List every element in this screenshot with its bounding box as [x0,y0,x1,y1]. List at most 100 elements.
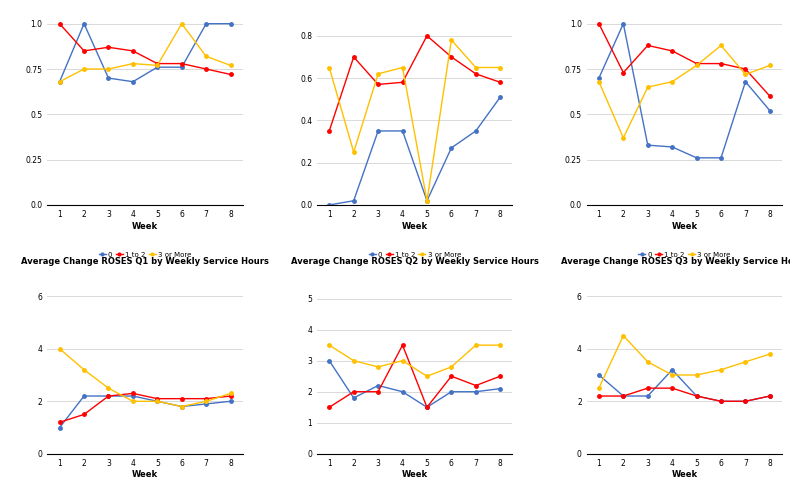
3 or More [446,37,456,43]
3 or More [619,135,628,141]
0 [152,398,162,404]
0 [325,358,334,364]
0 [692,155,702,161]
X-axis label: Week: Week [401,470,428,480]
3 or More [495,342,505,348]
X-axis label: Week: Week [132,222,158,231]
3 or More [374,71,383,77]
3 or More [495,64,505,70]
1 to 2 [594,21,604,27]
1 to 2 [128,48,137,54]
1 to 2 [422,33,431,39]
0 [619,21,628,27]
1 to 2 [55,419,64,425]
1 to 2 [446,373,456,379]
3 or More [177,404,186,409]
0 [446,145,456,151]
Legend: 0, 1 to 2, 3 or More: 0, 1 to 2, 3 or More [96,249,194,261]
0 [325,202,334,208]
0 [226,398,235,404]
0 [177,64,186,70]
3 or More [79,66,88,72]
1 to 2 [643,42,653,48]
3 or More [619,333,628,339]
1 to 2 [717,61,726,66]
3 or More [422,373,431,379]
0 [128,393,137,399]
0 [741,398,750,404]
3 or More [128,398,137,404]
3 or More [692,372,702,378]
1 to 2 [349,389,359,395]
3 or More [349,149,359,155]
3 or More [643,84,653,90]
3 or More [226,62,235,68]
0 [643,142,653,148]
0 [495,94,505,100]
1 to 2 [766,93,775,99]
0 [766,108,775,114]
3 or More [471,64,480,70]
1 to 2 [177,61,186,66]
X-axis label: Week: Week [672,470,698,480]
0 [422,405,431,410]
1 to 2 [643,385,653,391]
3 or More [766,62,775,68]
0 [349,395,359,401]
X-axis label: Week: Week [401,222,428,231]
1 to 2 [201,66,211,72]
Line: 0: 0 [328,95,502,207]
Legend: 0, 1 to 2, 3 or More: 0, 1 to 2, 3 or More [635,249,733,261]
1 to 2 [374,81,383,87]
0 [643,393,653,399]
Line: 1 to 2: 1 to 2 [328,344,502,409]
Title: Average Change ROSES Q3 by Weekly Service Hours: Average Change ROSES Q3 by Weekly Servic… [561,257,790,265]
Line: 0: 0 [58,22,232,83]
0 [201,401,211,407]
1 to 2 [471,383,480,388]
1 to 2 [446,54,456,60]
Title: Average Change ROSES Q2 by Weekly Service Hours: Average Change ROSES Q2 by Weekly Servic… [291,257,539,265]
Line: 3 or More: 3 or More [328,344,502,378]
Line: 3 or More: 3 or More [597,334,772,390]
1 to 2 [619,70,628,76]
0 [668,144,677,150]
0 [692,393,702,399]
1 to 2 [692,393,702,399]
Line: 0: 0 [328,359,502,409]
1 to 2 [79,411,88,417]
3 or More [201,53,211,59]
0 [619,393,628,399]
0 [398,389,408,395]
0 [717,398,726,404]
3 or More [325,342,334,348]
Line: 1 to 2: 1 to 2 [328,34,502,133]
1 to 2 [79,48,88,54]
1 to 2 [495,80,505,85]
1 to 2 [766,393,775,399]
0 [177,404,186,409]
0 [374,128,383,134]
1 to 2 [152,61,162,66]
1 to 2 [374,389,383,395]
0 [349,198,359,203]
3 or More [325,64,334,70]
3 or More [55,79,64,84]
0 [668,367,677,373]
3 or More [741,359,750,365]
3 or More [422,198,431,203]
X-axis label: Week: Week [672,222,698,231]
0 [495,386,505,391]
3 or More [741,72,750,78]
1 to 2 [741,398,750,404]
1 to 2 [201,396,211,402]
0 [741,79,750,84]
0 [446,389,456,395]
1 to 2 [668,385,677,391]
0 [471,389,480,395]
Line: 0: 0 [597,368,772,403]
0 [103,75,113,81]
Title: Average Change ROSES Q1 by Weekly Service Hours: Average Change ROSES Q1 by Weekly Servic… [21,257,269,265]
Line: 3 or More: 3 or More [597,44,772,140]
0 [766,393,775,399]
